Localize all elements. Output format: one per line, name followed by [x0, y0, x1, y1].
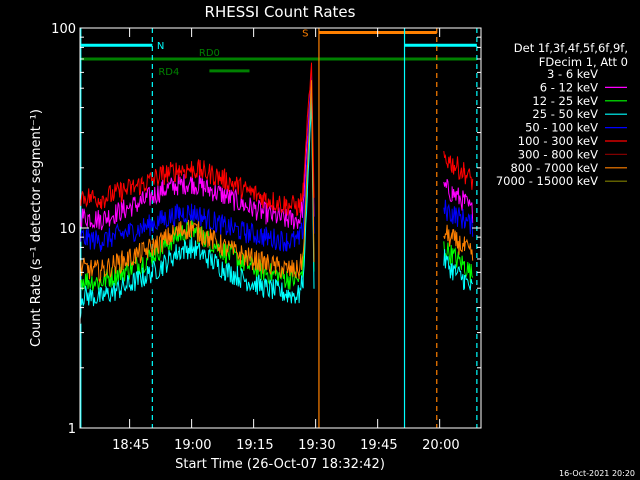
legend-header-line-1: Det 1f,3f,4f,5f,6f,9f, — [514, 41, 628, 55]
series-line-7 — [79, 80, 474, 284]
state-bar-label-4: RD4 — [158, 67, 179, 78]
legend-label-1: 6 - 12 keV — [540, 80, 598, 94]
legend-label-5: 100 - 300 keV — [518, 134, 598, 148]
state-bar-label-0: N — [157, 41, 164, 52]
series-line-3 — [79, 96, 474, 308]
spacecraft-state-bars: N S RD0 RD4 — [80, 28, 477, 78]
x-tick-label-2: 19:15 — [236, 438, 273, 453]
series-line-1 — [79, 69, 474, 231]
legend-header-line-2: FDecim 1, Att 0 — [539, 55, 628, 69]
legend-label-7: 800 - 7000 keV — [510, 161, 598, 175]
x-tick-label-0: 18:45 — [112, 438, 149, 453]
chart-title: RHESSI Count Rates — [205, 3, 356, 21]
legend-label-8: 7000 - 15000 keV — [496, 174, 598, 188]
x-axis-ticks: 18:45 19:00 19:15 19:30 19:45 20:00 — [112, 28, 460, 453]
y-tick-label-1: 10 — [59, 222, 76, 237]
chart-legend: Det 1f,3f,4f,5f,6f,9f, FDecim 1, Att 0 3… — [496, 41, 628, 188]
legend-label-6: 300 - 800 keV — [518, 147, 598, 161]
state-bar-label-3: RD0 — [199, 48, 220, 59]
series-line-2 — [79, 85, 474, 292]
x-axis-label: Start Time (26-Oct-07 18:32:42) — [175, 457, 385, 472]
legend-label-0: 3 - 6 keV — [547, 67, 598, 81]
y-axis-label: Count Rate (s⁻¹ detector segment⁻¹) — [29, 109, 44, 347]
legend-label-4: 50 - 100 keV — [525, 121, 598, 135]
render-timestamp: 16-Oct-2021 20:20 — [559, 469, 635, 478]
x-tick-label-4: 19:45 — [360, 438, 397, 453]
legend-label-2: 12 - 25 keV — [532, 94, 598, 108]
y-axis-ticks: 1 10 100 — [51, 22, 481, 437]
x-tick-label-1: 19:00 — [174, 438, 211, 453]
legend-label-3: 25 - 50 keV — [532, 107, 598, 121]
x-tick-label-5: 20:00 — [422, 438, 459, 453]
x-tick-label-3: 19:30 — [298, 438, 335, 453]
series-line-5 — [79, 62, 474, 217]
series-line-4 — [79, 73, 474, 252]
series-lines — [79, 62, 474, 332]
y-tick-label-0: 1 — [68, 422, 76, 437]
series-line-0 — [79, 105, 474, 332]
state-bar-label-2: S — [302, 28, 308, 39]
y-tick-label-2: 100 — [51, 22, 76, 37]
